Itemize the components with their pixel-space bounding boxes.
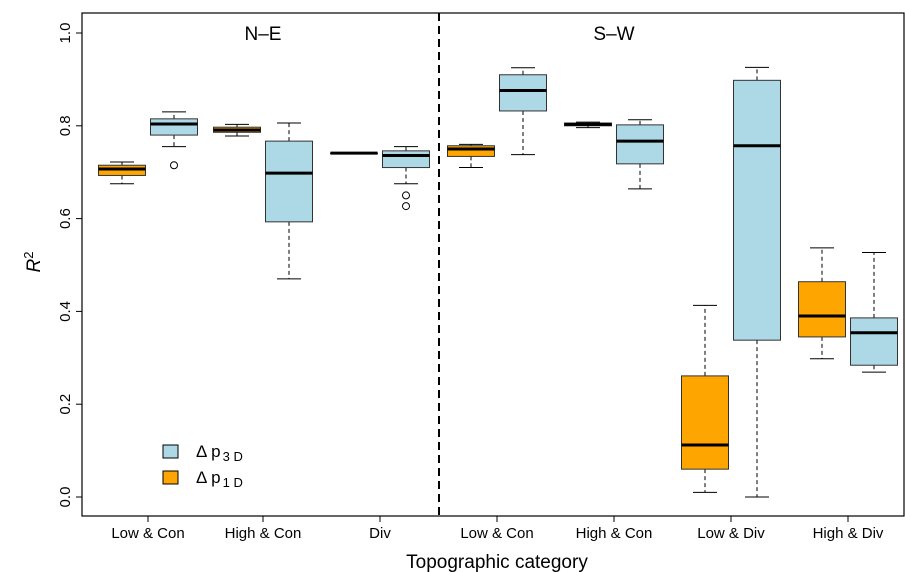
box-p3D-3	[499, 67, 547, 156]
box-p1D-6	[798, 247, 846, 360]
box-p1D-3	[447, 143, 495, 169]
x-tick-label: High & Con	[225, 525, 302, 542]
y-tick-label: 0.6	[57, 208, 74, 229]
box-body	[681, 375, 729, 470]
panel-label-ne: N–E	[245, 24, 282, 45]
box-body	[850, 317, 898, 366]
box-body	[798, 281, 846, 338]
y-tick-label: 0.8	[57, 115, 74, 136]
box-p1D-2	[330, 151, 378, 155]
legend-label-symbol: Δ p	[196, 468, 221, 487]
box-p3D-6	[850, 251, 898, 373]
box-body	[733, 79, 781, 341]
boxes-layer	[98, 66, 898, 498]
x-tick-label: High & Con	[576, 525, 653, 542]
y-axis-label-superscript: 2	[21, 252, 36, 259]
box-p3D-1	[265, 122, 313, 280]
box-p3D-5	[733, 66, 781, 498]
box-p3D-4	[616, 119, 664, 190]
y-tick-label: 0.0	[57, 487, 74, 508]
outlier-point	[402, 191, 410, 200]
y-tick-label: 1.0	[57, 23, 74, 44]
x-axis-label: Topographic category	[406, 552, 588, 572]
legend-label-subscript: 3 D	[223, 449, 243, 464]
panel-label-sw: S–W	[593, 24, 634, 45]
y-axis-label: R2	[21, 252, 46, 273]
x-axis: Low & Con High & Con Div Low & Con High & Co…	[111, 516, 884, 542]
box-body	[265, 140, 313, 223]
box-p1D-1	[213, 123, 261, 137]
box-body	[616, 124, 664, 165]
box-p1D-5	[681, 304, 729, 493]
box-body	[499, 74, 547, 112]
x-tick-label: High & Div	[813, 525, 884, 542]
outlier-point	[170, 161, 178, 170]
box-body	[382, 150, 430, 169]
y-tick-label: 0.2	[57, 394, 74, 415]
box-p3D-0	[150, 111, 198, 170]
legend-swatch	[162, 470, 179, 485]
box-body	[447, 145, 495, 157]
y-axis: 0.0 0.2 0.4 0.6 0.8 1.0	[57, 23, 82, 508]
legend-label-symbol: Δ p	[196, 442, 221, 461]
box-p1D-0	[98, 161, 146, 185]
legend-swatch	[162, 444, 179, 459]
x-tick-label: Low & Con	[460, 525, 533, 542]
legend-label-subscript: 1 D	[223, 475, 243, 490]
plot-frame	[81, 12, 905, 517]
x-tick-label: Div	[369, 525, 391, 542]
x-tick-label: Low & Con	[111, 525, 184, 542]
box-p3D-2	[382, 146, 430, 211]
y-axis-label-base: R	[24, 258, 45, 272]
box-p1D-4	[564, 121, 612, 129]
x-tick-label: Low & Div	[697, 525, 765, 542]
outlier-point	[402, 202, 410, 211]
y-tick-label: 0.4	[57, 301, 74, 322]
box-body	[150, 118, 198, 136]
